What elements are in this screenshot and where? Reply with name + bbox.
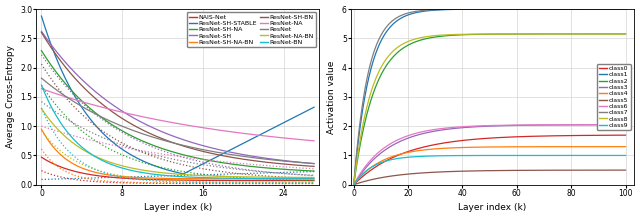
Legend: NAIS-Net, ResNet-SH-STABLE, ResNet-SH-NA, ResNet-SH, ResNet-SH-NA-BN, ResNet-SH-: NAIS-Net, ResNet-SH-STABLE, ResNet-SH-NA…	[187, 12, 316, 47]
Y-axis label: Activation value: Activation value	[328, 60, 337, 134]
Y-axis label: Average Cross-Entropy: Average Cross-Entropy	[6, 45, 15, 148]
X-axis label: Layer index (k): Layer index (k)	[458, 203, 527, 213]
X-axis label: Layer index (k): Layer index (k)	[143, 203, 212, 213]
Legend: class0, class1, class2, class3, class4, class5, class6, class7, class8, class9: class0, class1, class2, class3, class4, …	[597, 64, 630, 130]
